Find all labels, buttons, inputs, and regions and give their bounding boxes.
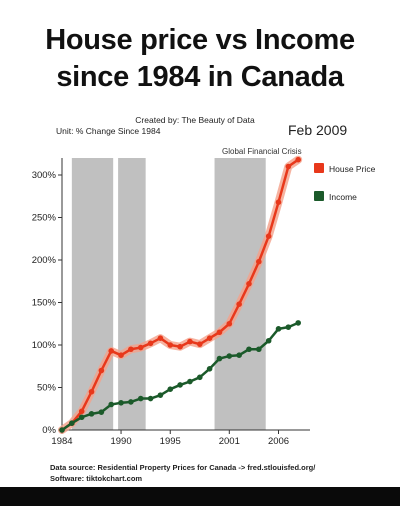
income-point-23 (285, 324, 292, 330)
x-tick-label-0: 1984 (51, 436, 72, 447)
house-price-point-19 (246, 281, 252, 287)
income-point-4 (98, 409, 105, 415)
income-point-14 (196, 374, 203, 381)
house-price-point-5 (108, 348, 115, 354)
income-point-11 (167, 386, 174, 393)
x-tick-label-3: 2001 (219, 436, 240, 447)
house-price-point-3 (88, 388, 95, 395)
data-source-text: Data source: Residential Property Prices… (50, 463, 316, 472)
legend-label-house-price: House Price (329, 164, 376, 174)
income-point-15 (206, 366, 213, 372)
house-price-point-9 (147, 340, 154, 347)
y-tick-label-0: 0% (42, 425, 56, 436)
x-tick-label-4: 2006 (268, 436, 289, 447)
credit-text: Created by: The Beauty of Data (135, 115, 255, 125)
y-tick-label-5: 250% (32, 213, 57, 224)
income-point-9 (147, 395, 154, 402)
house-price-point-6 (118, 352, 124, 359)
unit-label: Unit: % Change Since 1984 (56, 126, 161, 136)
house-price-point-2 (78, 408, 85, 415)
income-point-19 (246, 346, 252, 353)
house-price-point-18 (236, 301, 242, 308)
title-line-2: since 1984 in Canada (56, 61, 344, 93)
income-point-8 (137, 395, 144, 402)
income-point-20 (256, 346, 262, 353)
income-point-1 (69, 420, 75, 427)
income-point-17 (226, 353, 233, 359)
income-point-3 (88, 411, 95, 417)
income-point-7 (128, 399, 134, 405)
software-text: Software: tiktokchart.com (50, 474, 143, 483)
legend-swatch-house-price (314, 163, 324, 173)
x-tick-label-2: 1995 (160, 436, 181, 447)
house-price-point-15 (206, 335, 213, 342)
income-point-16 (216, 355, 223, 362)
y-tick-label-1: 50% (37, 383, 57, 394)
legend-swatch-income (314, 191, 324, 201)
footer: Data source: Residential Property Prices… (50, 462, 315, 484)
house-price-point-24 (295, 156, 301, 163)
y-tick-label-6: 300% (32, 170, 57, 181)
x-tick-label-1: 1990 (110, 436, 131, 447)
income-point-6 (118, 400, 124, 406)
house-price-point-22 (275, 199, 282, 205)
house-price-point-12 (177, 343, 183, 350)
shaded-period-1 (118, 158, 146, 430)
income-point-24 (295, 320, 301, 326)
bottom-bar (0, 487, 400, 506)
house-price-point-16 (216, 329, 223, 336)
income-point-12 (177, 382, 183, 388)
date-label: Feb 2009 (288, 122, 348, 138)
income-point-5 (108, 401, 115, 408)
income-point-13 (187, 378, 193, 385)
income-point-10 (157, 392, 164, 398)
house-price-point-13 (187, 338, 193, 345)
house-price-point-10 (157, 335, 164, 342)
house-price-point-17 (226, 320, 233, 327)
legend-label-income: Income (329, 192, 357, 202)
income-point-18 (236, 352, 242, 359)
title-line-1: House price vs Income (45, 24, 355, 56)
chart-title: House price vs Income since 1984 in Cana… (0, 22, 400, 96)
house-price-point-20 (256, 258, 262, 265)
income-point-2 (78, 414, 85, 421)
income-point-22 (275, 326, 282, 332)
house-price-point-23 (285, 163, 292, 170)
house-price-point-14 (196, 341, 203, 347)
income-point-0 (59, 427, 65, 433)
crisis-annotation: Global Financial Crisis (222, 147, 302, 156)
y-tick-label-3: 150% (32, 298, 57, 309)
income-point-21 (265, 337, 272, 344)
house-price-point-8 (137, 344, 144, 351)
house-price-point-7 (128, 346, 134, 353)
house-price-point-21 (265, 233, 272, 239)
house-price-point-4 (98, 367, 105, 374)
house-price-point-11 (167, 342, 174, 348)
y-tick-label-4: 200% (32, 255, 57, 266)
y-tick-label-2: 100% (32, 340, 57, 351)
